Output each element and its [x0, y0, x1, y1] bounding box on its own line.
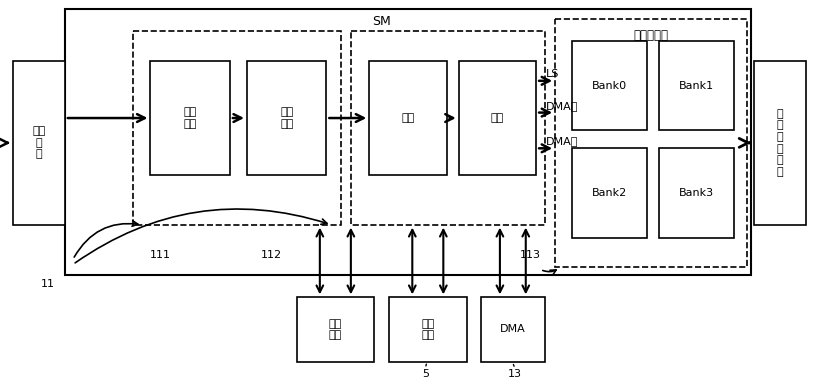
Text: 指令
译码: 指令 译码 — [183, 107, 197, 129]
Text: DMA: DMA — [500, 324, 526, 334]
Bar — [352, 31, 545, 225]
Bar — [754, 61, 806, 225]
Text: 111: 111 — [150, 250, 171, 260]
Text: 标
量
运
算
单
元: 标 量 运 算 单 元 — [777, 109, 783, 177]
Text: 11: 11 — [41, 279, 55, 289]
Text: Bank1: Bank1 — [679, 81, 715, 91]
Text: 112: 112 — [261, 250, 282, 260]
Bar — [65, 9, 751, 275]
Text: 外设
总线: 外设 总线 — [329, 319, 342, 340]
Text: DMA读: DMA读 — [546, 101, 579, 111]
Bar — [151, 61, 230, 175]
Bar — [13, 61, 65, 225]
Bar — [659, 41, 734, 131]
Text: 指令
派
发: 指令 派 发 — [33, 126, 46, 159]
Text: Bank3: Bank3 — [679, 188, 715, 198]
Bar — [480, 297, 545, 362]
Text: 113: 113 — [519, 250, 540, 260]
Text: 仲裁: 仲裁 — [401, 113, 414, 123]
Text: Bank2: Bank2 — [592, 188, 627, 198]
Text: 访存: 访存 — [491, 113, 504, 123]
Text: Bank0: Bank0 — [592, 81, 627, 91]
Bar — [133, 31, 341, 225]
Bar — [555, 19, 747, 267]
Bar — [572, 148, 646, 238]
Bar — [296, 297, 374, 362]
Text: SM: SM — [372, 15, 391, 28]
Text: DMA写: DMA写 — [546, 136, 579, 146]
Text: 13: 13 — [508, 369, 523, 379]
Bar — [370, 61, 447, 175]
Text: 标量存储体: 标量存储体 — [633, 29, 668, 42]
Bar — [389, 297, 466, 362]
Text: LS: LS — [546, 69, 559, 79]
Bar — [458, 61, 536, 175]
Text: 片上
网络: 片上 网络 — [421, 319, 435, 340]
Bar — [572, 41, 646, 131]
Text: 地址
计算: 地址 计算 — [280, 107, 293, 129]
Text: 5: 5 — [422, 369, 429, 379]
Bar — [659, 148, 734, 238]
Bar — [247, 61, 326, 175]
